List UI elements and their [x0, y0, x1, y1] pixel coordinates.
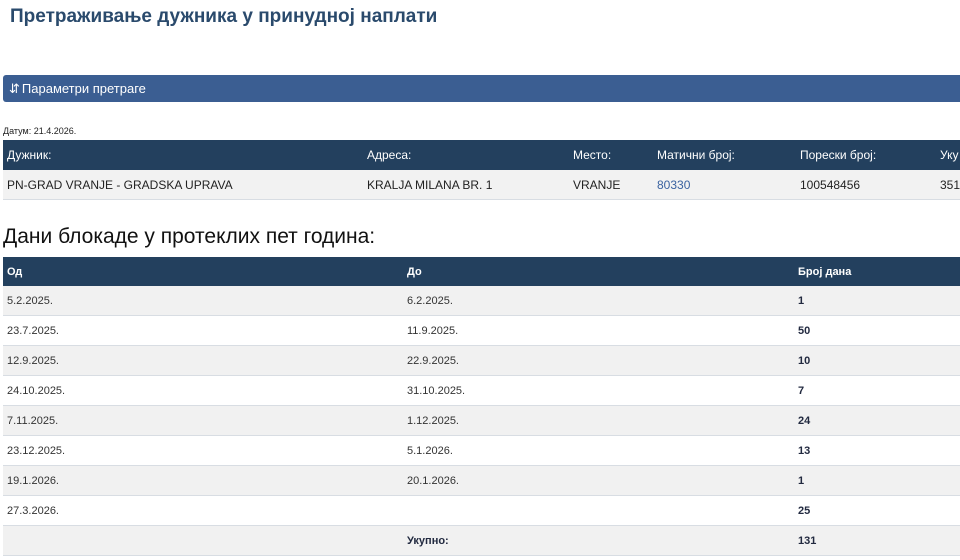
- to-date: 1.12.2025.: [403, 405, 794, 436]
- search-parameters-toggle[interactable]: ⇵ Параметри претраге: [3, 75, 960, 102]
- table-row: 24.10.2025. 31.10.2025. 7: [3, 375, 960, 406]
- table-row: 27.3.2026. 25: [3, 495, 960, 526]
- days-count: 7: [794, 375, 960, 406]
- from-date: 24.10.2025.: [3, 375, 403, 406]
- table-row: 23.12.2025. 5.1.2026. 13: [3, 435, 960, 466]
- from-date: 5.2.2025.: [3, 286, 403, 316]
- to-date: 22.9.2025.: [403, 345, 794, 376]
- from-date: 23.12.2025.: [3, 435, 403, 466]
- debtor-table: Дужник: Адреса: Место: Матични број: Пор…: [3, 140, 960, 200]
- table-row: 12.9.2025. 22.9.2025. 10: [3, 345, 960, 376]
- header-debtor: Дужник:: [3, 140, 363, 170]
- header-days: Број дана: [794, 257, 960, 286]
- header-total: Уку: [936, 140, 960, 170]
- to-date: 31.10.2025.: [403, 375, 794, 406]
- total-row: Укупно: 131: [3, 525, 960, 556]
- total-empty: [3, 525, 403, 556]
- header-place: Место:: [569, 140, 653, 170]
- days-count: 50: [794, 315, 960, 346]
- from-date: 19.1.2026.: [3, 465, 403, 496]
- total-label: Укупно:: [403, 525, 794, 556]
- blockade-heading: Дани блокаде у протеклих пет година:: [3, 225, 376, 248]
- debtor-address: KRALJA MILANA BR. 1: [363, 170, 569, 200]
- header-tax-number: Порески број:: [796, 140, 936, 170]
- days-count: 1: [794, 465, 960, 496]
- days-count: 24: [794, 405, 960, 436]
- table-row: PN-GRAD VRANJE - GRADSKA UPRAVA KRALJA M…: [3, 170, 960, 200]
- from-date: 23.7.2025.: [3, 315, 403, 346]
- page-title: Претраживање дужника у принудној наплати: [10, 6, 438, 27]
- header-from: Од: [3, 257, 403, 286]
- days-count: 10: [794, 345, 960, 376]
- from-date: 7.11.2025.: [3, 405, 403, 436]
- table-row: 23.7.2025. 11.9.2025. 50: [3, 315, 960, 346]
- sort-arrows-icon: ⇵: [9, 81, 20, 96]
- tax-number: 100548456: [796, 170, 936, 200]
- to-date: [403, 495, 794, 526]
- debtor-table-header: Дужник: Адреса: Место: Матични број: Пор…: [3, 140, 960, 170]
- table-row: 7.11.2025. 1.12.2025. 24: [3, 405, 960, 436]
- debtor-name: PN-GRAD VRANJE - GRADSKA UPRAVA: [3, 170, 363, 200]
- days-count: 13: [794, 435, 960, 466]
- days-count: 1: [794, 286, 960, 316]
- to-date: 11.9.2025.: [403, 315, 794, 346]
- to-date: 6.2.2025.: [403, 286, 794, 316]
- to-date: 20.1.2026.: [403, 465, 794, 496]
- days-count: 25: [794, 495, 960, 526]
- from-date: 12.9.2025.: [3, 345, 403, 376]
- debtor-place: VRANJE: [569, 170, 653, 200]
- blockade-table: Од До Број дана 5.2.2025. 6.2.2025. 1 23.7.…: [3, 257, 960, 556]
- total-value: 351: [936, 170, 960, 200]
- registration-number-link[interactable]: 80330: [653, 170, 796, 200]
- header-registration-number: Матични број:: [653, 140, 796, 170]
- blockade-table-header: Од До Број дана: [3, 257, 960, 286]
- table-row: 5.2.2025. 6.2.2025. 1: [3, 286, 960, 316]
- to-date: 5.1.2026.: [403, 435, 794, 466]
- table-row: 19.1.2026. 20.1.2026. 1: [3, 465, 960, 496]
- total-days: 131: [794, 525, 960, 556]
- date-label: Датум: 21.4.2026.: [3, 126, 77, 136]
- header-address: Адреса:: [363, 140, 569, 170]
- from-date: 27.3.2026.: [3, 495, 403, 526]
- header-to: До: [403, 257, 794, 286]
- panel-label: Параметри претраге: [21, 81, 146, 96]
